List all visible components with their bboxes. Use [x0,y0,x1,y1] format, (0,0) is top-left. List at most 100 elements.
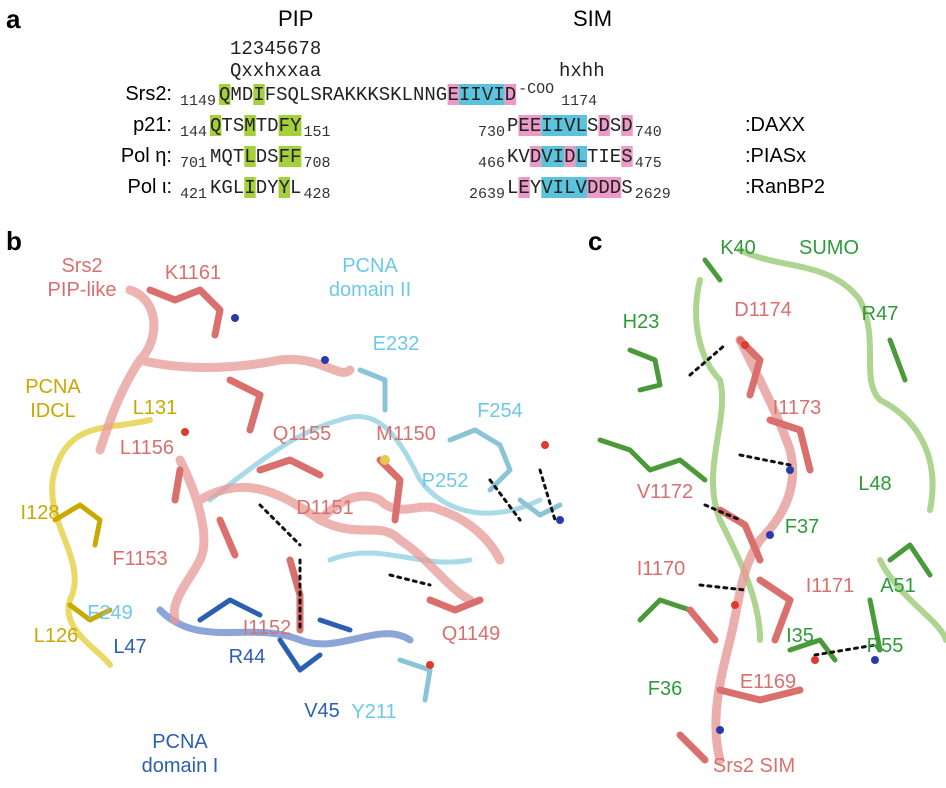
protein-name: Pol ι: [128,176,172,198]
pip-end-number: 1174 [561,93,597,110]
pip-segment: TD [256,115,279,137]
pip-segment: DS [256,146,279,168]
label-line: PCNA [342,255,398,277]
pip-end-number: 428 [303,186,330,203]
panel-c-structure [597,247,946,765]
pip-segment: KGL [210,177,244,199]
sim-segment: D [598,115,609,137]
residue-label-pcna-domain-ii: PCNA domain II [329,255,411,301]
srs2-sidechains [146,286,484,634]
residue-highlight-pink [564,146,576,167]
residue-highlight-green [244,115,256,136]
residue-label-f1153: F1153 [112,548,167,570]
sim-segment: EE [518,115,541,137]
sim-segment: S [621,146,632,168]
residue-highlight-green [253,84,265,105]
protein-name: p21: [133,114,172,136]
residue-label-srs2-pip-like: Srs2 PIP-like [48,255,117,301]
sim-protein-name: :DAXX [745,114,805,136]
sim-segment: E [518,177,529,199]
residue-highlight-cyan [541,115,588,136]
alignment-row-srs2: Srs2: 1149 Q MD I FSQLSRAKKKSKLNNG E IIVI D -COO 1… [125,81,597,110]
alignment-row-p21: p21: 144 Q TS M TD FY 151 730 P EE IIVL S D S D 740:DAXX [133,114,805,141]
residue-label-e1169: E1169 [740,671,796,693]
sim-segment: P [507,115,518,137]
sim-segment: DDD [587,177,621,199]
pip-segment: MQT [210,146,244,168]
residue-label-h23: H23 [623,311,660,333]
residue-highlight-pink [447,84,460,105]
pip-segment: Q [210,115,221,137]
sim-start-number: 2639 [469,186,505,203]
label-line: PCNA [25,376,81,398]
pip-segment: FF [279,146,302,168]
sim-start-number: 466 [478,155,505,172]
sim-segment: VI [541,146,564,168]
label-line: Srs2 [61,255,102,277]
srs2-sim-backbone [711,335,798,765]
pcna-domain-ii-ribbon [207,413,543,565]
pip-start-number: 421 [180,186,207,203]
residue-label-i1171: I1171 [806,575,855,597]
sumo-ribbon [693,247,946,643]
residue-label-l47: L47 [113,636,146,658]
label-line: domain II [329,279,411,301]
sim-segment: TIE [587,146,621,168]
pip-start-number: 1149 [180,93,216,110]
hbond-lines-c [688,343,877,657]
sim-segment: Y [530,177,542,199]
sim-segment: IIVL [541,115,587,137]
sim-start-number: 730 [478,124,505,141]
protein-name: Pol η: [121,145,172,167]
residue-highlight-pink [621,146,633,167]
pip-segment: TS [221,115,244,137]
pip-segment: DY [256,177,279,199]
residue-highlight-green [210,115,222,136]
sim-protein-name: :RanBP2 [745,176,825,198]
sim-motif: hxhh [559,60,605,82]
panel-b-letter: b [6,226,22,256]
residue-label-f249: F249 [87,602,133,624]
sim-segment: VILV [541,177,587,199]
residue-highlight-cyan [541,146,565,167]
residue-label-i1170: I1170 [637,558,686,580]
residue-highlight-green [278,177,291,198]
residue-label-r55: R55 [867,635,904,657]
sim-end-number: 740 [635,124,662,141]
residue-label-l1156: L1156 [120,437,174,459]
pip-segment: MD [230,84,253,106]
residue-label-sumo: SUMO [799,237,859,259]
hbond-lines-b [258,468,557,632]
srs2-sim-sidechains [676,336,814,764]
residue-label-p252: P252 [422,470,469,492]
residue-label-pcna-domain-i: PCNA domain I [142,731,219,777]
pip-motif: Qxxhxxaa [230,60,321,82]
pip-segment: Y [279,177,291,199]
sim-segment: D [621,115,632,137]
panel-c-labels: K40 SUMO H23 D1174 R47 I1173 L48 V1172 F37 I1170 I… [623,237,916,777]
residue-label-f254: F254 [477,400,523,422]
sim-segment: S [587,115,598,137]
panel-c-letter: c [588,226,602,256]
residue-highlight-cyan [541,177,588,198]
sim-segment: L [576,146,587,168]
pip-segment: M [244,115,255,137]
pip-segment: L [244,146,255,168]
sumo-sidechains [597,257,933,663]
residue-label-m1150: M1150 [376,423,436,445]
alignment-row-pol: Pol ι: 421 KGL I DY Y L 428 2639 L E Y VILV DDD S 2629:… [128,176,826,203]
pip-segment: Q [219,84,230,106]
pip-end-number: 151 [303,124,330,141]
label-line: PCNA [152,731,208,753]
residue-highlight-pink [518,177,530,198]
pip-segment: L [290,177,301,199]
pip-end-number: 708 [303,155,330,172]
residue-label-y211: Y211 [351,701,396,723]
pip-segment: IIVI [459,84,505,106]
residue-label-d1151: D1151 [296,497,353,519]
residue-label-a51: A51 [880,575,916,597]
alignment-rows: Srs2: 1149 Q MD I FSQLSRAKKKSKLNNG E IIVI D -COO1… [121,81,825,203]
residue-label-i1152: I1152 [243,617,292,639]
sim-segment: KV [507,146,530,168]
